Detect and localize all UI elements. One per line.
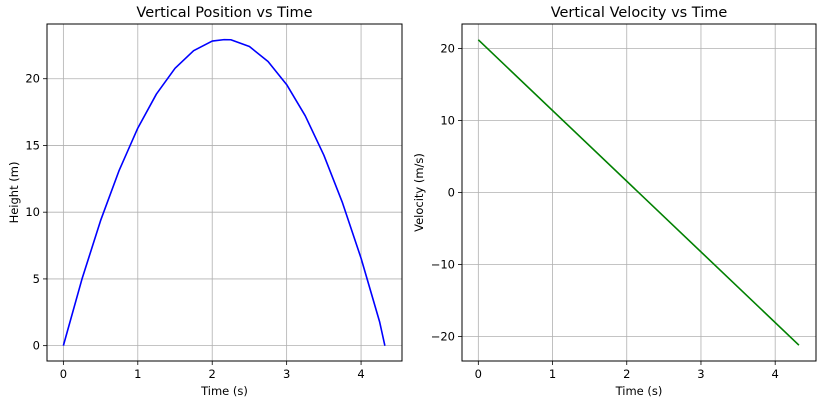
x-tick-label: 0 xyxy=(60,367,67,381)
y-tick-label: 5 xyxy=(33,272,40,286)
x-tick-label: 2 xyxy=(623,367,630,381)
y-tick-label: 20 xyxy=(25,72,40,86)
y-tick-label: 20 xyxy=(440,41,455,55)
chart-title: Vertical Position vs Time xyxy=(136,5,312,21)
subplot-1: 0 1 2 3 4 0 5 10 15 20 Vertical Position vs Time Ti… xyxy=(7,5,403,398)
y-tick-label: −10 xyxy=(431,258,455,272)
x-tick-label: 2 xyxy=(209,367,216,381)
x-tick-label: 3 xyxy=(283,367,290,381)
y-axis-label: Height (m) xyxy=(7,162,21,224)
x-tick-label: 4 xyxy=(772,367,779,381)
x-axis-label: Time (s) xyxy=(200,384,248,398)
series-line xyxy=(62,38,386,346)
y-tick-label: 15 xyxy=(25,138,40,152)
axes-frame xyxy=(46,23,403,362)
y-tick-label: 0 xyxy=(33,339,40,353)
x-tick-label: 4 xyxy=(357,367,364,381)
x-axis-label: Time (s) xyxy=(615,384,663,398)
x-tick-label: 1 xyxy=(134,367,141,381)
subplot-2: 0 1 2 3 4 −20 −10 0 10 20 Vertical Velocity vs Tim… xyxy=(412,5,817,398)
chart-title: Vertical Velocity vs Time xyxy=(551,5,728,21)
series-line xyxy=(477,39,800,346)
x-tick-label: 1 xyxy=(549,367,556,381)
x-tick-label: 3 xyxy=(697,367,704,381)
y-tick-label: 10 xyxy=(25,205,40,219)
y-axis-label: Velocity (m/s) xyxy=(412,153,426,232)
y-tick-label: 10 xyxy=(440,113,455,127)
y-tick-label: −20 xyxy=(431,330,455,344)
y-tick-label: 0 xyxy=(448,186,455,200)
x-tick-label: 0 xyxy=(475,367,482,381)
